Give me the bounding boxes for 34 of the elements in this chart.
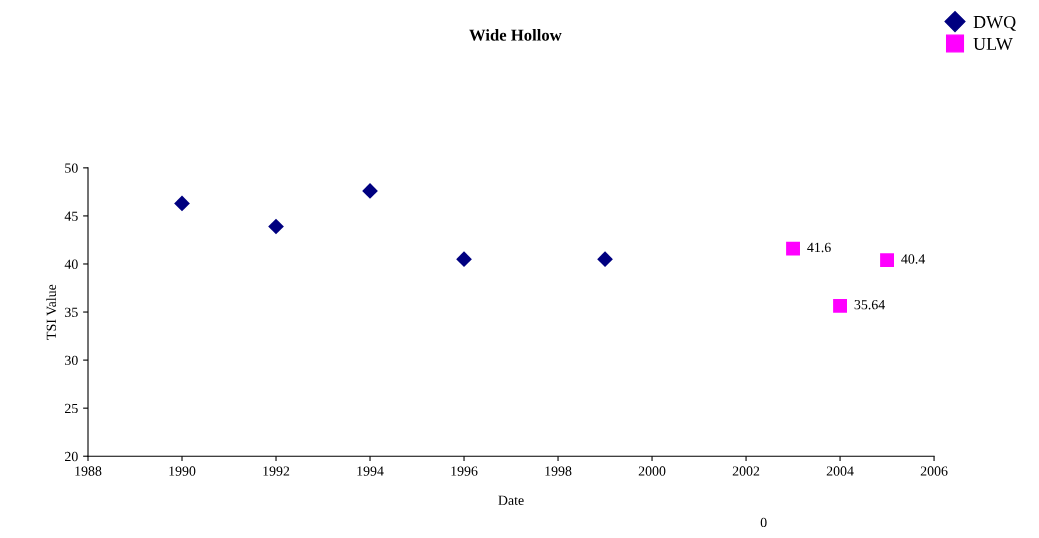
text: 0 <box>760 517 767 528</box>
y-tick-label: 45 <box>64 211 78 221</box>
point <box>880 253 894 268</box>
x-tick-label: 2000 <box>638 466 666 476</box>
point <box>597 251 613 268</box>
x-tick-label: 1990 <box>169 466 196 476</box>
point <box>833 298 847 313</box>
point <box>174 195 190 212</box>
x-tick-label: 1992 <box>263 466 290 476</box>
x-tick-label: 1988 <box>75 466 102 476</box>
point <box>268 218 284 235</box>
data-label: 41.6 <box>807 242 831 253</box>
y-tick-label: 20 <box>65 451 78 462</box>
y-tick-label: 35 <box>65 307 78 317</box>
y-tick-label: 40 <box>64 259 78 269</box>
y-tick-label: 50 <box>65 163 78 173</box>
data-label: 40.4 <box>901 254 926 264</box>
y-tick-label: 30 <box>65 355 78 366</box>
x-tick-label: 2006 <box>920 466 948 476</box>
x-axis-title: Date <box>498 495 524 505</box>
legend-label: ULW <box>973 38 1013 51</box>
chart-title: Wide Hollow <box>469 29 562 41</box>
y-axis-title: TSI Value <box>46 284 57 340</box>
x-tick-label: 2002 <box>732 466 760 476</box>
x-tick-label: 2004 <box>826 466 854 476</box>
data-label: 35.64 <box>854 300 885 310</box>
y-tick-label: 25 <box>65 403 78 414</box>
legend-label: DWQ <box>973 15 1016 31</box>
point <box>786 241 800 256</box>
x-tick-label: 1996 <box>451 466 478 476</box>
x-tick-label: 1994 <box>357 466 384 476</box>
point <box>362 183 378 199</box>
x-tick-label: 1998 <box>545 466 572 476</box>
point <box>456 251 472 268</box>
